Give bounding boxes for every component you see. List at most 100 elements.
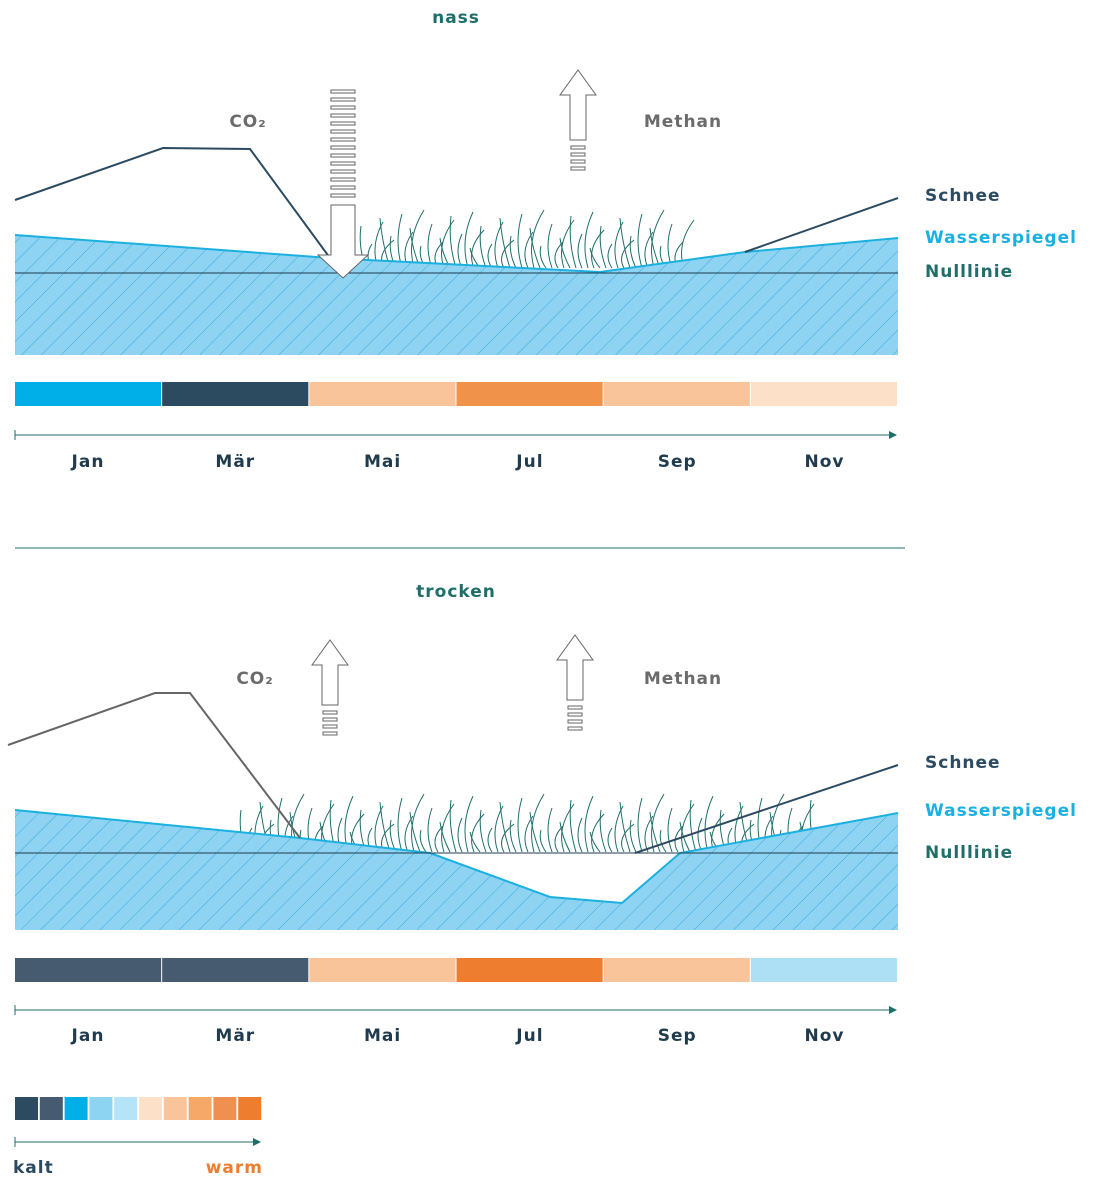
- plant: [464, 795, 474, 853]
- plant: [449, 799, 457, 853]
- plant: [479, 809, 487, 853]
- plant: [499, 801, 511, 853]
- plant: [577, 817, 583, 853]
- plant: [689, 799, 697, 853]
- plant: [419, 829, 427, 853]
- season-bar: [15, 382, 162, 406]
- season-bar: [162, 382, 309, 406]
- plant: [681, 803, 695, 853]
- co2-dash: [330, 121, 356, 126]
- co2-dash: [330, 105, 356, 110]
- plant: [607, 243, 613, 269]
- month-label: Jan: [71, 1026, 105, 1046]
- month-label: Sep: [658, 452, 697, 472]
- plant: [591, 229, 605, 269]
- plant: [637, 213, 643, 269]
- methane-arrow: [556, 634, 594, 701]
- co2-dash: [330, 129, 356, 134]
- co2-arrow-dash: [322, 724, 338, 729]
- plant: [501, 239, 515, 269]
- co2-dash: [330, 145, 356, 150]
- season-bar: [750, 958, 897, 982]
- plant: [471, 813, 485, 853]
- snow-label: Schnee: [925, 186, 1001, 206]
- month-label: Mai: [364, 1026, 401, 1046]
- legend-high: warm: [206, 1158, 263, 1178]
- plant: [591, 813, 605, 853]
- legend-swatch: [114, 1097, 138, 1120]
- month-label: Mai: [364, 452, 401, 472]
- legend-swatch: [238, 1097, 262, 1120]
- plant: [487, 827, 493, 853]
- water: [15, 810, 898, 930]
- month-label: Nov: [805, 1026, 845, 1046]
- plant: [411, 209, 425, 269]
- plant: [559, 237, 571, 269]
- season-bar: [456, 958, 603, 982]
- plant: [599, 225, 607, 269]
- co2-arrow: [316, 204, 370, 279]
- plant: [457, 817, 463, 853]
- plant: [589, 247, 601, 269]
- plant: [509, 235, 517, 269]
- panel-title: trocken: [416, 582, 496, 602]
- snow-line: [634, 764, 899, 854]
- plant: [621, 239, 635, 269]
- plant: [531, 209, 545, 269]
- co2-label: CO₂: [236, 669, 273, 689]
- plant: [499, 217, 511, 269]
- plant: [539, 829, 547, 853]
- plant: [561, 219, 575, 269]
- co2-dash: [330, 137, 356, 142]
- plant: [529, 227, 541, 269]
- co2-arrow-dash: [322, 717, 338, 722]
- season-bar: [309, 382, 456, 406]
- co2-dash: [330, 113, 356, 118]
- plant: [501, 823, 515, 853]
- plant: [637, 797, 643, 853]
- plant: [479, 225, 487, 269]
- plant: [457, 233, 463, 269]
- month-label: Jul: [515, 1026, 543, 1046]
- season-bar: [456, 382, 603, 406]
- methane-arrow-dash: [570, 166, 586, 171]
- season-bar: [603, 958, 750, 982]
- snow-label: Schnee: [925, 753, 1001, 773]
- plant: [697, 817, 703, 853]
- month-label: Mär: [215, 1026, 255, 1046]
- plant: [589, 831, 601, 853]
- legend-swatch: [64, 1097, 88, 1120]
- season-bar: [750, 382, 897, 406]
- co2-dash: [330, 153, 356, 158]
- legend-swatch: [39, 1097, 63, 1120]
- month-label: Sep: [658, 1026, 697, 1046]
- co2-dash: [330, 161, 356, 166]
- plant: [411, 793, 425, 853]
- season-bar: [603, 382, 750, 406]
- water: [15, 235, 898, 355]
- co2-dash: [330, 97, 356, 102]
- month-label: Jan: [71, 452, 105, 472]
- co2-dash: [330, 177, 356, 182]
- plant: [629, 819, 637, 853]
- methane-label: Methan: [644, 669, 722, 689]
- co2-dash: [330, 193, 356, 198]
- legend-swatch: [15, 1097, 38, 1120]
- month-label: Jul: [515, 452, 543, 472]
- co2-arrow: [311, 639, 349, 706]
- plant: [427, 807, 433, 853]
- co2-dash: [330, 169, 356, 174]
- plant: [397, 797, 403, 853]
- legend-swatch: [89, 1097, 113, 1120]
- plant: [517, 213, 523, 269]
- legend-swatch: [188, 1097, 212, 1120]
- plant: [464, 211, 474, 269]
- co2-dash: [330, 89, 356, 94]
- plant: [469, 831, 481, 853]
- methane-arrow-dash: [570, 152, 586, 157]
- plant: [441, 803, 455, 853]
- plant: [509, 819, 517, 853]
- plant: [517, 797, 523, 853]
- legend-low: kalt: [13, 1158, 54, 1178]
